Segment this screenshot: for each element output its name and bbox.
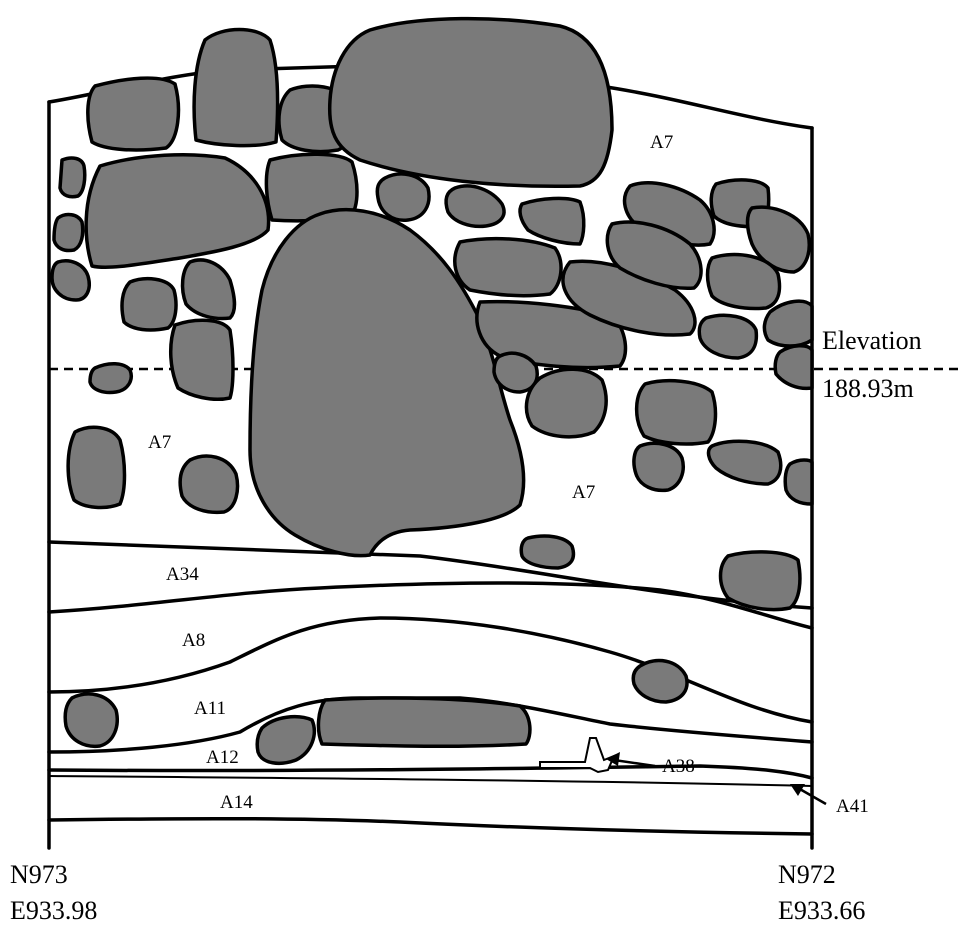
corner-right-east: E933.66 [778,896,866,925]
rock [518,196,586,246]
rock [631,658,689,704]
rock [492,351,539,394]
label-a11: A11 [194,698,226,719]
a38-arrow [613,758,656,768]
rock [605,220,703,290]
rock [86,76,181,152]
elevation-value: 188.93m [822,374,914,403]
corner-left-east: E933.98 [10,896,98,925]
label-a14: A14 [220,792,253,813]
label-a7-right: A7 [572,482,595,503]
a38-arrowhead [606,752,620,766]
boundary-a34-a8 [47,581,814,630]
corner-left-north: N973 [10,860,68,889]
label-a7-top: A7 [650,132,673,153]
rock [475,299,628,370]
rock [519,534,576,570]
rock [178,454,240,515]
rock [783,458,814,506]
label-a41: A41 [836,796,869,817]
rock [697,313,759,360]
rock [120,276,178,332]
rock [58,156,87,199]
label-a8: A8 [182,630,205,651]
rock [773,344,814,391]
a41-arrowhead [790,784,805,796]
rock [706,439,783,486]
label-a38: A38 [662,756,695,777]
rock [52,212,85,253]
rock [705,252,782,311]
boundary-a38-thin [48,775,813,787]
corner-right-north: N972 [778,860,836,889]
rock [50,259,91,302]
rock [63,692,119,749]
rock [745,205,811,274]
label-a7-left: A7 [148,432,171,453]
rock [762,299,814,348]
a41-arrow [797,786,827,806]
label-a12: A12 [206,747,239,768]
rock [632,441,685,493]
boundary-a11-a12 [47,696,814,754]
rock [84,152,271,270]
boundary-a14-base [47,816,814,836]
rock [453,236,563,298]
rock [168,318,235,401]
rocks [50,16,814,766]
elevation-label: Elevation [822,326,922,355]
rock [255,714,317,766]
rock [248,207,526,558]
rock [634,378,718,446]
rock [444,184,506,229]
label-a34: A34 [166,564,199,585]
rock [718,550,802,612]
rock [192,27,280,148]
rock [88,362,133,395]
rock [375,172,431,222]
a38-feature [539,737,616,774]
rock [316,696,532,749]
rock [327,16,614,189]
rock [66,425,127,510]
rock [180,258,237,321]
rock [524,367,608,439]
